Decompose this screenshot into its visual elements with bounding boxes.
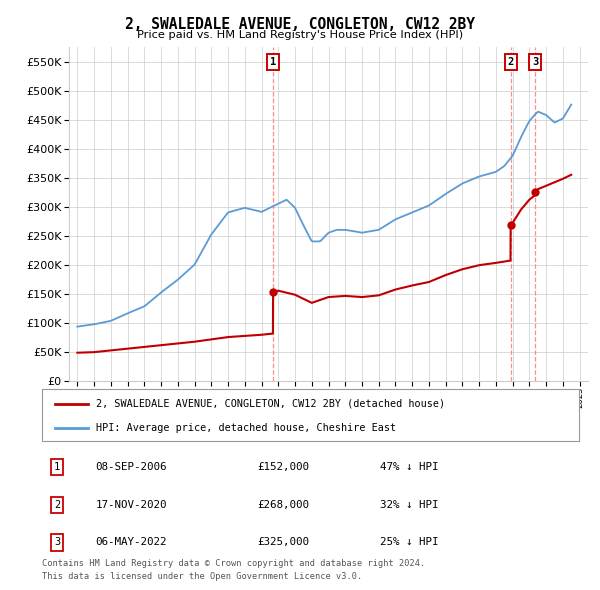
Text: Price paid vs. HM Land Registry's House Price Index (HPI): Price paid vs. HM Land Registry's House … [137,30,463,40]
Text: £268,000: £268,000 [257,500,309,510]
Text: HPI: Average price, detached house, Cheshire East: HPI: Average price, detached house, Ches… [96,424,396,433]
Text: £152,000: £152,000 [257,462,309,472]
Text: 1: 1 [270,57,276,67]
Text: 08-SEP-2006: 08-SEP-2006 [96,462,167,472]
Text: This data is licensed under the Open Government Licence v3.0.: This data is licensed under the Open Gov… [42,572,362,581]
Text: 32% ↓ HPI: 32% ↓ HPI [380,500,439,510]
Text: 17-NOV-2020: 17-NOV-2020 [96,500,167,510]
Text: £325,000: £325,000 [257,537,309,548]
Text: 47% ↓ HPI: 47% ↓ HPI [380,462,439,472]
Text: 2, SWALEDALE AVENUE, CONGLETON, CW12 2BY: 2, SWALEDALE AVENUE, CONGLETON, CW12 2BY [125,17,475,31]
Text: 3: 3 [532,57,538,67]
FancyBboxPatch shape [42,389,579,441]
Text: 2, SWALEDALE AVENUE, CONGLETON, CW12 2BY (detached house): 2, SWALEDALE AVENUE, CONGLETON, CW12 2BY… [96,399,445,409]
Text: 3: 3 [54,537,60,548]
Text: 06-MAY-2022: 06-MAY-2022 [96,537,167,548]
Text: 2: 2 [508,57,514,67]
Text: 2: 2 [54,500,60,510]
Text: Contains HM Land Registry data © Crown copyright and database right 2024.: Contains HM Land Registry data © Crown c… [42,559,425,568]
Text: 1: 1 [54,462,60,472]
Text: 25% ↓ HPI: 25% ↓ HPI [380,537,439,548]
